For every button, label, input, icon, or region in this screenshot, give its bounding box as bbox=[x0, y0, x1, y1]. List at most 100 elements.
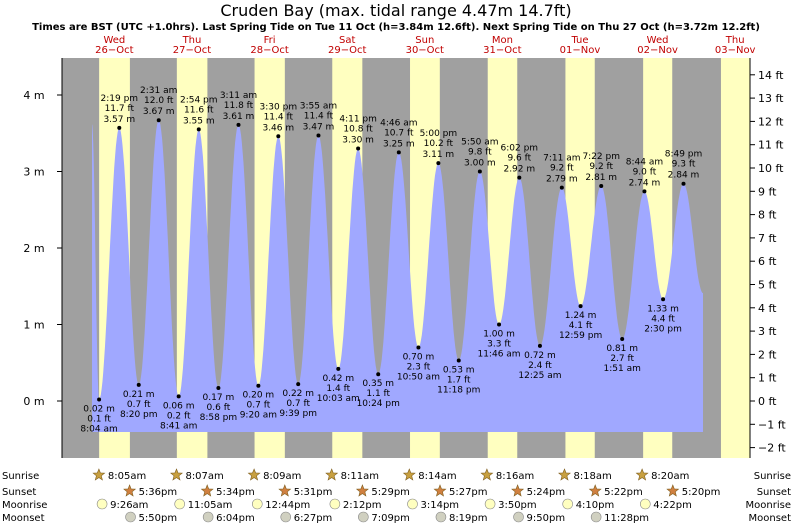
tide-time-label: 5:00 pm bbox=[420, 129, 458, 139]
day-name-label: Fri bbox=[264, 35, 276, 46]
moonset-moon-icon bbox=[280, 511, 292, 523]
tide-height-m-label: 0.81 m bbox=[606, 344, 638, 354]
sunrise-star-icon bbox=[247, 468, 261, 481]
tide-point bbox=[396, 150, 401, 155]
tide-height-ft-label: 2.7 ft bbox=[610, 354, 634, 364]
right-axis-tick-label: 6 ft bbox=[758, 255, 777, 268]
sunrise-time: 8:05am bbox=[108, 471, 146, 482]
sunset-time: 5:22pm bbox=[604, 487, 643, 498]
tide-height-m-label: 3.30 m bbox=[342, 136, 374, 146]
tide-time-label: 2:31 am bbox=[140, 86, 177, 96]
tide-point bbox=[256, 383, 261, 388]
right-axis-tick-label: −1 ft bbox=[758, 418, 786, 431]
tide-height-ft-label: 11.4 ft bbox=[264, 112, 294, 122]
tide-time-label: 5:50 am bbox=[461, 138, 498, 148]
tide-height-ft-label: 0.7 ft bbox=[286, 399, 310, 409]
right-axis-tick-label: 0 ft bbox=[758, 395, 777, 408]
day-date-label: 27−Oct bbox=[173, 45, 211, 56]
sunrise-time: 8:09am bbox=[263, 471, 301, 482]
moonrise-moon-icon bbox=[96, 498, 108, 510]
tide-height-m-label: 3.67 m bbox=[143, 107, 175, 117]
row-label-right: Sunrise bbox=[754, 471, 791, 482]
sunset-time: 5:20pm bbox=[682, 487, 721, 498]
moonrise-moon-icon bbox=[484, 498, 496, 510]
tide-time-label: 7:22 pm bbox=[582, 152, 620, 162]
chart-subtitle: Times are BST (UTC +1.0hrs). Last Spring… bbox=[32, 22, 760, 33]
tide-point bbox=[436, 161, 441, 166]
sunset-time: 5:29pm bbox=[371, 487, 410, 498]
tide-height-ft-label: 0.7 ft bbox=[127, 400, 151, 410]
right-axis-tick-label: −2 ft bbox=[758, 442, 786, 455]
tide-point bbox=[517, 175, 522, 180]
day-name-label: Mon bbox=[492, 35, 513, 46]
tide-height-ft-label: 9.2 ft bbox=[550, 164, 574, 174]
tide-time-label: 12:59 pm bbox=[559, 331, 602, 341]
tide-point bbox=[578, 304, 583, 309]
tide-height-ft-label: 9.6 ft bbox=[507, 154, 531, 164]
row-label-left: Moonrise bbox=[2, 500, 47, 511]
sunset-star-icon bbox=[666, 484, 680, 497]
row-label-left: Sunrise bbox=[2, 471, 39, 482]
daylight-band bbox=[720, 58, 750, 458]
sunset-time: 5:34pm bbox=[216, 487, 255, 498]
tide-point bbox=[599, 184, 604, 189]
day-name-label: Thu bbox=[725, 35, 745, 46]
tide-height-ft-label: 4.4 ft bbox=[651, 314, 675, 324]
right-axis-tick-label: 11 ft bbox=[758, 139, 784, 152]
tide-point bbox=[296, 382, 301, 387]
sunset-star-icon bbox=[123, 484, 137, 497]
tide-point bbox=[416, 345, 421, 350]
right-axis-tick-label: 3 ft bbox=[758, 325, 777, 338]
tide-point bbox=[642, 189, 647, 194]
tide-height-m-label: 0.35 m bbox=[362, 379, 394, 389]
tide-height-m-label: 0.02 m bbox=[83, 404, 115, 414]
tide-time-label: 9:20 am bbox=[240, 411, 277, 421]
day-name-label: Thu bbox=[182, 35, 202, 46]
tide-height-ft-label: 10.8 ft bbox=[343, 125, 373, 135]
tide-height-ft-label: 2.4 ft bbox=[528, 361, 552, 371]
moonrise-moon-icon bbox=[407, 498, 418, 510]
tide-height-m-label: 2.74 m bbox=[629, 178, 661, 188]
sunset-star-icon bbox=[355, 484, 369, 497]
tide-height-ft-label: 11.7 ft bbox=[105, 104, 135, 114]
tide-point bbox=[681, 181, 686, 186]
row-label-right: Moonset bbox=[749, 513, 792, 524]
tide-height-m-label: 0.20 m bbox=[243, 391, 275, 401]
tide-time-label: 4:11 pm bbox=[339, 115, 377, 125]
tide-point bbox=[661, 297, 666, 302]
tide-height-m-label: 0.21 m bbox=[123, 390, 155, 400]
sunset-time: 5:31pm bbox=[294, 487, 333, 498]
tide-time-label: 8:58 pm bbox=[200, 413, 238, 423]
tide-point bbox=[336, 366, 341, 371]
moonset-moon-icon bbox=[513, 511, 524, 523]
tide-height-ft-label: 1.1 ft bbox=[366, 389, 390, 399]
tide-height-m-label: 3.57 m bbox=[103, 115, 135, 125]
right-axis-tick-label: 12 ft bbox=[758, 115, 784, 128]
tide-height-ft-label: 0.1 ft bbox=[87, 414, 111, 424]
tide-height-m-label: 0.22 m bbox=[282, 389, 314, 399]
moonrise-time: 3:50pm bbox=[498, 500, 537, 511]
tide-point bbox=[156, 118, 161, 123]
sunrise-star-icon bbox=[92, 468, 106, 481]
tide-point bbox=[477, 169, 482, 174]
sun-moon-rows: Sunrise Sunrise Sunset Sunset Moonrise Moonri… bbox=[2, 468, 792, 524]
tide-height-ft-label: 11.6 ft bbox=[184, 105, 214, 115]
right-axis-tick-label: 4 ft bbox=[758, 302, 777, 315]
tide-height-m-label: 3.11 m bbox=[423, 150, 455, 160]
sunrise-star-icon bbox=[480, 468, 494, 481]
tide-height-ft-label: 9.0 ft bbox=[633, 167, 657, 177]
day-labels: Wed26−OctThu27−OctFri28−OctSat29−OctSun3… bbox=[95, 35, 755, 56]
left-axis: 0 m 1 m 2 m 3 m 4 m bbox=[23, 58, 63, 458]
moonset-time: 8:19pm bbox=[449, 513, 488, 524]
day-name-label: Sun bbox=[415, 35, 434, 46]
moonrise-moon-icon bbox=[251, 498, 263, 510]
sunrise-time: 8:18am bbox=[573, 471, 611, 482]
sunset-time: 5:36pm bbox=[139, 487, 178, 498]
right-axis-tick-label: 7 ft bbox=[758, 232, 777, 245]
tide-point bbox=[136, 382, 141, 387]
moonset-time: 6:04pm bbox=[216, 513, 255, 524]
tide-time-label: 7:11 am bbox=[543, 154, 580, 164]
tide-height-m-label: 0.17 m bbox=[203, 393, 235, 403]
tide-time-label: 8:44 am bbox=[626, 157, 663, 167]
